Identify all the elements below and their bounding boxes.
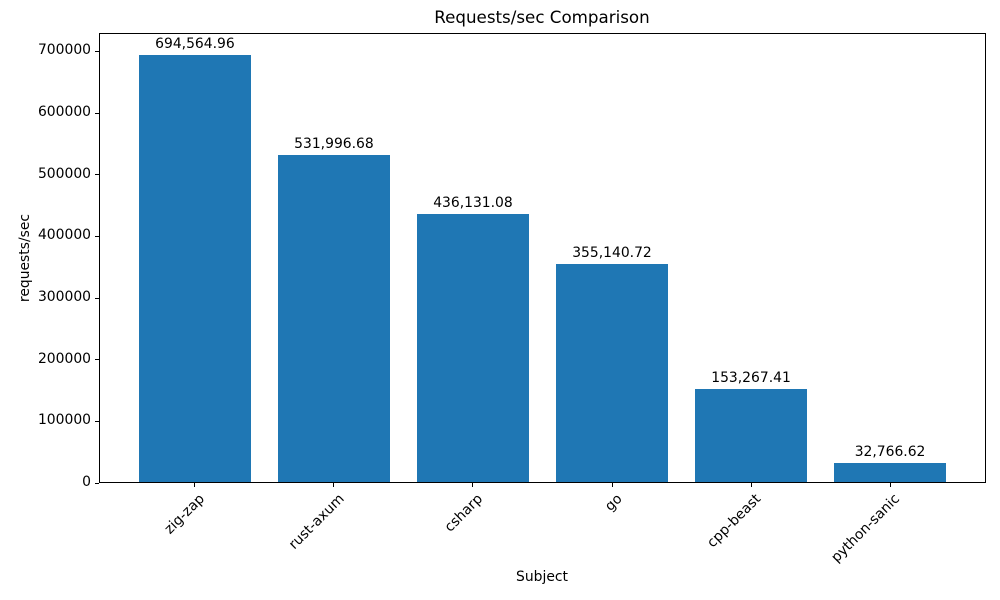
x-tick-mark <box>611 483 613 487</box>
bar-value-label: 694,564.96 <box>155 35 235 52</box>
y-tick-label: 0 <box>82 474 91 490</box>
y-tick-label: 400000 <box>37 227 91 244</box>
bar <box>417 214 529 483</box>
y-tick-mark <box>95 420 99 422</box>
y-tick-mark <box>95 235 99 237</box>
x-tick-mark <box>333 483 335 487</box>
x-category-label: csharp <box>441 491 487 536</box>
bar <box>139 54 251 483</box>
y-tick-label: 200000 <box>37 350 91 367</box>
chart-title: Requests/sec Comparison <box>434 7 650 27</box>
bar-value-label: 355,140.72 <box>572 245 652 262</box>
y-tick-mark <box>95 174 99 176</box>
bar-value-label: 436,131.08 <box>433 195 513 212</box>
bar <box>278 155 390 483</box>
x-category-label: python-sanic <box>828 491 904 566</box>
bar <box>556 264 668 483</box>
y-tick-label: 500000 <box>37 165 91 182</box>
y-tick-mark <box>95 297 99 299</box>
x-tick-mark <box>472 483 474 487</box>
x-category-label: go <box>601 491 626 515</box>
bar <box>834 462 946 483</box>
x-category-label: rust-axum <box>285 491 348 553</box>
y-tick-label: 700000 <box>37 42 91 59</box>
y-tick-label: 600000 <box>37 104 91 121</box>
y-tick-label: 300000 <box>37 289 91 306</box>
y-tick-mark <box>95 112 99 114</box>
bar-value-label: 32,766.62 <box>854 443 926 460</box>
x-tick-mark <box>889 483 891 487</box>
y-tick-mark <box>95 50 99 52</box>
x-category-label: zig-zap <box>161 491 209 538</box>
bar-value-label: 153,267.41 <box>711 369 791 386</box>
y-tick-mark <box>95 359 99 361</box>
bar-value-label: 531,996.68 <box>294 136 374 153</box>
x-tick-mark <box>750 483 752 487</box>
y-tick-mark <box>95 482 99 484</box>
y-tick-label: 100000 <box>37 412 91 429</box>
bar <box>695 388 807 483</box>
x-category-label: cpp-beast <box>704 491 765 551</box>
x-tick-mark <box>194 483 196 487</box>
x-axis-label: Subject <box>516 569 568 585</box>
